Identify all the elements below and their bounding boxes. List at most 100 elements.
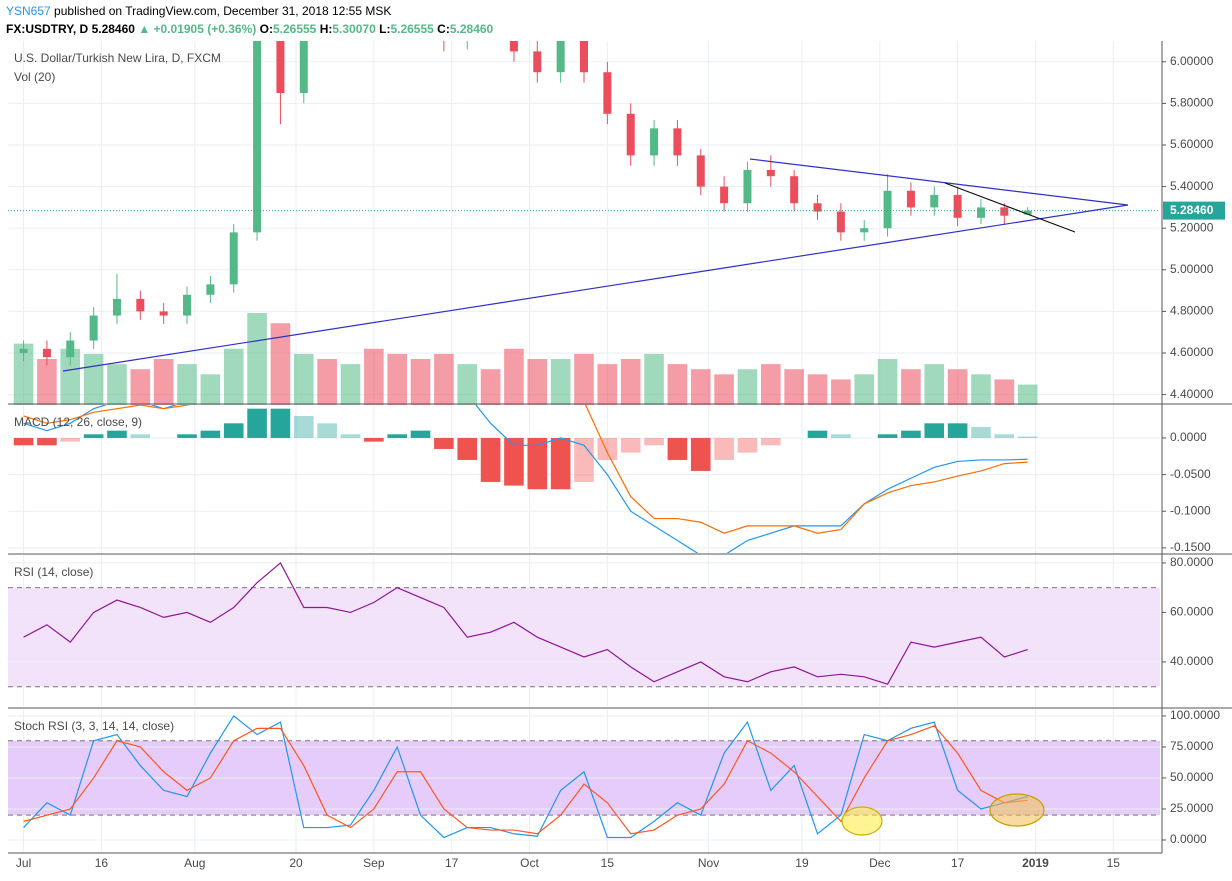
candle-body <box>930 194 939 208</box>
volume-bar <box>107 364 127 405</box>
last-price-box <box>1163 201 1225 220</box>
highlight <box>841 806 883 836</box>
volume-bar <box>597 364 618 405</box>
candle-body <box>836 211 845 233</box>
candle-body <box>953 194 962 218</box>
x-tick-label: 19 <box>795 856 809 870</box>
candle-body <box>159 311 168 316</box>
volume-bar <box>714 374 734 405</box>
published: published on TradingView.com, December 3… <box>54 4 392 18</box>
ohlc-value: 5.26555 <box>272 22 317 36</box>
candle-body <box>626 113 635 156</box>
volume-bar <box>457 364 478 405</box>
histogram-bar <box>924 423 945 438</box>
histogram-bar <box>293 415 314 438</box>
x-tick-label: 20 <box>289 856 303 870</box>
histogram-bar <box>597 437 618 460</box>
ohlc-label: O: <box>259 22 273 36</box>
histogram-bar <box>83 434 104 438</box>
histogram-bar <box>574 437 594 482</box>
histogram-bar <box>317 423 337 438</box>
candle-body <box>696 155 705 187</box>
volume-bar <box>947 369 968 405</box>
histogram-bar <box>457 437 478 460</box>
symbol-line: FX:USDTRY, D 5.28460 ▲ +0.01905 (+0.36%)… <box>6 22 493 36</box>
volume-bar <box>901 369 921 405</box>
histogram-bar <box>807 430 828 438</box>
panel-title: RSI (14, close) <box>14 565 93 579</box>
candle-body <box>440 0 448 41</box>
volume-bar <box>480 369 501 405</box>
volume-bar <box>504 348 524 405</box>
candle-body <box>463 41 472 42</box>
trendline <box>62 204 1129 372</box>
ohlc-value: 5.30070 <box>332 22 376 36</box>
highlight <box>989 793 1045 827</box>
candle-body <box>1023 210 1032 215</box>
y-tick-label: 40.0000 <box>1170 654 1214 668</box>
histogram-bar <box>270 408 291 438</box>
candle-body <box>766 169 775 177</box>
histogram-bar <box>947 423 968 438</box>
histogram-bar <box>177 434 197 438</box>
candle-body <box>112 298 121 316</box>
histogram-bar <box>667 437 688 460</box>
volume-bar <box>924 364 945 405</box>
histogram-bar <box>387 434 407 438</box>
histogram-bar <box>410 430 431 438</box>
histogram-bar <box>364 437 384 442</box>
panel-title: U.S. Dollar/Turkish New Lira, D, FXCM <box>14 51 221 65</box>
volume-bar <box>37 359 57 405</box>
panel <box>8 405 1160 553</box>
panel-subtitle: Vol (20) <box>14 70 55 84</box>
candle-body <box>136 298 145 312</box>
x-tick-label: Sep <box>363 856 385 870</box>
candle-body <box>603 72 612 114</box>
line <box>23 405 1028 553</box>
panel-title: Stoch RSI (3, 3, 14, 14, close) <box>14 719 174 733</box>
histogram-bar <box>877 434 898 438</box>
y-tick-label: 60.0000 <box>1170 605 1214 619</box>
trendline <box>749 158 1129 206</box>
candle-body <box>533 51 542 73</box>
ohlc-value: 5.26555 <box>390 22 434 36</box>
x-tick-label: Nov <box>698 856 719 870</box>
x-tick-label: 15 <box>1107 856 1121 870</box>
volume-bar <box>200 374 221 405</box>
volume-bar <box>317 359 337 405</box>
volume-bar <box>761 364 781 405</box>
line <box>23 715 1028 839</box>
ohlc-value: 5.28460 <box>449 22 494 36</box>
volume-bar <box>60 348 81 405</box>
volume-bar <box>83 353 104 405</box>
histogram-bar <box>223 423 244 438</box>
histogram-bar <box>901 430 921 438</box>
y-tick-label: 4.60000 <box>1170 345 1214 359</box>
x-tick-label: 17 <box>445 856 459 870</box>
panel-title: MACD (12, 26, close, 9) <box>14 415 142 429</box>
panel <box>8 0 1160 405</box>
y-tick-label: -0.0500 <box>1170 467 1211 481</box>
candle-body <box>720 186 729 204</box>
volume-bar <box>153 359 174 405</box>
candle-body <box>66 340 75 358</box>
y-tick-label: 0.0000 <box>1170 832 1207 846</box>
y-tick-label: 4.80000 <box>1170 304 1214 318</box>
y-tick-label: 25.0000 <box>1170 801 1214 815</box>
symbol: FX:USDTRY, D <box>6 22 89 36</box>
volume-bar <box>854 374 875 405</box>
band <box>8 587 1160 687</box>
candle-body <box>673 128 682 156</box>
histogram-bar <box>644 437 664 446</box>
volume-bar <box>364 348 384 405</box>
candle-body <box>253 41 262 233</box>
histogram-bar <box>480 437 501 482</box>
volume-bar <box>387 353 407 405</box>
candle-body <box>276 41 285 94</box>
candle-body <box>580 41 588 73</box>
x-tick-label: Jul <box>16 856 31 870</box>
histogram-bar <box>737 437 758 453</box>
x-tick-label: Oct <box>520 856 539 870</box>
histogram-bar <box>434 437 454 449</box>
